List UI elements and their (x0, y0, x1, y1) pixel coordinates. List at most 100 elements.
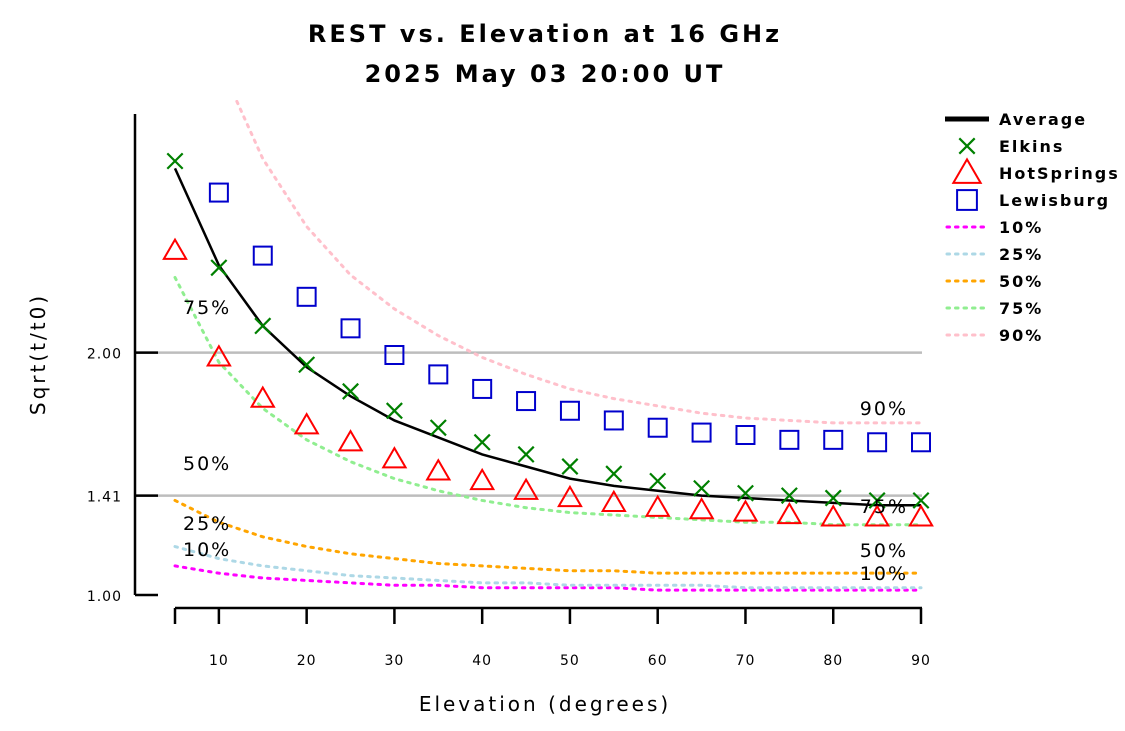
series-hotsprings-point (644, 494, 671, 517)
series-elkins-point (693, 479, 711, 497)
x-tick-label: 20 (297, 653, 317, 669)
series-hotsprings-point (337, 429, 364, 452)
series-lewisburg-point (208, 182, 229, 203)
percentile-label-75pct-left: 75% (183, 297, 231, 319)
series-lewisburg-point (559, 400, 580, 421)
series-hotsprings-point (557, 484, 583, 508)
series-hotsprings-point (732, 499, 759, 522)
percentile-label-10pct-left: 10% (183, 539, 231, 561)
legend-label-50pct: 50% (999, 272, 1043, 291)
series-lewisburg-point (472, 378, 493, 399)
series-hotsprings-point (820, 504, 847, 527)
series-average-line (173, 167, 921, 507)
series-hotsprings-point (205, 344, 232, 367)
x-tick-label: 80 (823, 653, 843, 669)
series-elkins-point (210, 259, 228, 277)
series-lewisburg-point (867, 432, 888, 453)
legend-swatch-elkins (958, 137, 976, 155)
legend-label-90pct: 90% (999, 326, 1043, 345)
series-50pct-line (173, 498, 923, 575)
legend-item-elkins: Elkins (958, 137, 1064, 156)
x-tick-label: 60 (648, 653, 668, 669)
series-lewisburg-point (691, 422, 712, 443)
series-90pct-line (234, 100, 923, 425)
series-elkins-point (166, 152, 184, 170)
series-elkins-point (868, 491, 886, 509)
series-hotsprings-point (513, 477, 539, 500)
series-elkins-point (473, 433, 491, 451)
series-elkins-point (561, 458, 579, 475)
series-hotsprings-point (688, 496, 715, 520)
series-hotsprings-point (381, 446, 408, 469)
percentile-label-75pct-right: 75% (860, 496, 908, 518)
series-lewisburg-point (384, 345, 405, 365)
plot-area (162, 100, 934, 592)
series-elkins-point (517, 445, 535, 463)
legend-label-lewisburg: Lewisburg (999, 191, 1110, 210)
percentile-label-90pct-right: 90% (860, 398, 908, 420)
legend-item-lewisburg: Lewisburg (956, 189, 1110, 211)
series-elkins-point (342, 382, 360, 400)
series-elkins-point (736, 484, 754, 502)
series-elkins-point (912, 491, 930, 509)
legend-label-hotsprings: HotSprings (999, 164, 1120, 183)
y-tick-label: 1.00 (87, 589, 122, 605)
x-tick-label: 30 (384, 653, 404, 669)
legend-label-75pct: 75% (999, 299, 1043, 318)
x-axis-title: Elevation (degrees) (419, 692, 671, 716)
series-elkins-point (824, 489, 842, 507)
series-lewisburg-point (516, 391, 537, 412)
percentile-label-25pct-left: 25% (183, 513, 231, 535)
legend-label-25pct: 25% (999, 245, 1043, 264)
series-lewisburg-point (779, 429, 800, 450)
x-tick-label: 40 (472, 653, 492, 669)
series-lewisburg-point (823, 429, 844, 450)
legend-swatch-lewisburg (956, 189, 978, 211)
legend-item-hotsprings: HotSprings (951, 157, 1120, 184)
series-lewisburg-point (647, 417, 668, 438)
series-25pct-line (173, 545, 923, 590)
series-lewisburg-point (252, 245, 273, 266)
legend-item-average: Average (945, 110, 1087, 129)
series-hotsprings-point (600, 489, 627, 512)
legend: Average Elkins HotSprings Lewisburg 10% 25% 50… (945, 110, 1120, 345)
series-hotsprings-point (469, 467, 496, 491)
series-elkins-point (385, 402, 403, 420)
series-lewisburg-point (296, 286, 317, 307)
series-elkins-point (605, 465, 623, 483)
series-lewisburg-point (911, 432, 931, 453)
legend-item-90pct: 90% (945, 326, 1043, 345)
chart-subtitle: 2025 May 03 20:00 UT (365, 60, 726, 88)
series-lewisburg-point (340, 318, 361, 339)
legend-item-25pct: 25% (945, 245, 1043, 264)
series-hotsprings-point (249, 385, 276, 408)
series-lewisburg-point (603, 410, 624, 431)
percentile-label-10pct-right: 10% (860, 563, 908, 585)
series-lewisburg-point (735, 425, 756, 445)
y-tick-label: 2.00 (87, 347, 122, 363)
legend-item-50pct: 50% (945, 272, 1043, 291)
series-hotsprings-point (864, 504, 891, 527)
series-elkins-point (429, 419, 447, 437)
legend-item-75pct: 75% (945, 299, 1043, 318)
y-axis-title: Sqrt(t/t0) (26, 293, 50, 415)
legend-label-average: Average (999, 110, 1087, 129)
series-hotsprings-point (293, 412, 320, 435)
percentile-label-50pct-right: 50% (860, 540, 908, 562)
percentile-labels: 75%50%25%10%90%75%50%10% (183, 297, 908, 585)
series-lewisburg-point (428, 364, 449, 385)
legend-item-10pct: 10% (945, 218, 1041, 237)
series-elkins-point (780, 487, 798, 505)
series-hotsprings-point (162, 237, 188, 260)
series-10pct-line (173, 564, 923, 592)
series-elkins-point (649, 472, 667, 490)
legend-swatch-hotsprings (951, 157, 983, 184)
series-hotsprings-point (776, 501, 803, 525)
x-tick-label: 10 (209, 653, 229, 669)
y-tick-label: 1.41 (87, 490, 122, 506)
series-hotsprings-point (425, 458, 452, 481)
series-elkins-point (254, 317, 272, 335)
x-tick-label: 70 (736, 653, 756, 669)
legend-label-elkins: Elkins (999, 137, 1064, 156)
